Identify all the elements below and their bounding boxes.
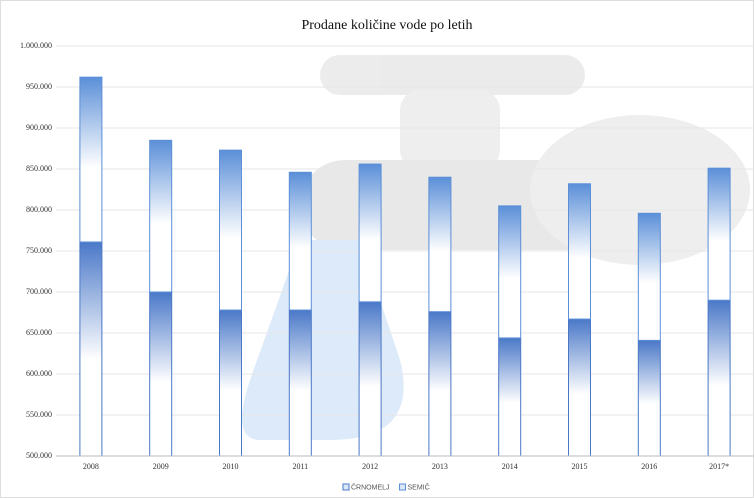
legend-swatch [343,484,349,490]
bar-segment [638,340,660,456]
bar-segment [150,140,172,292]
y-tick-label: 500.000 [26,451,52,460]
y-tick-label: 600.000 [26,369,52,378]
x-tick-label: 2017* [709,462,729,471]
x-tick-label: 2016 [641,462,657,471]
y-tick-label: 900.000 [26,123,52,132]
y-tick-label: 1.000.000 [20,41,52,50]
bar-segment [569,319,591,456]
y-tick-label: 750.000 [26,246,52,255]
x-tick-label: 2011 [292,462,308,471]
x-tick-label: 2015 [572,462,588,471]
chart: Prodane količine vode po letih 500.000 55… [0,0,754,498]
bar-segment [80,242,102,456]
y-tick-label: 950.000 [26,82,52,91]
x-tick-label: 2010 [223,462,239,471]
bar-segment [150,292,172,456]
bar-segment [289,172,311,310]
bar-segment [220,150,242,310]
x-tick-label: 2012 [362,462,378,471]
y-tick-label: 850.000 [26,164,52,173]
bar-segment [708,168,730,300]
bar-segment [289,310,311,456]
bar-segment [429,177,451,311]
legend-swatch [400,484,406,490]
chart-title: Prodane količine vode po letih [301,18,472,33]
bar-segment [359,164,381,302]
y-tick-label: 550.000 [26,410,52,419]
bar-segment [499,206,521,338]
x-tick-label: 2008 [83,462,99,471]
bar-segment [569,184,591,319]
bar-segment [638,213,660,340]
y-tick-label: 650.000 [26,328,52,337]
x-tick-label: 2013 [432,462,448,471]
bar-segment [80,77,102,242]
x-tick-label: 2014 [502,462,518,471]
x-tick-label: 2009 [153,462,169,471]
bar-segment [359,302,381,456]
bar-segment [499,338,521,456]
legend-label: SEMIČ [408,482,430,491]
bar-segment [429,312,451,456]
bar-segment [220,310,242,456]
y-tick-label: 800.000 [26,205,52,214]
legend-label: ČRNOMELJ [351,482,390,491]
y-tick-label: 700.000 [26,287,52,296]
bar-segment [708,300,730,456]
